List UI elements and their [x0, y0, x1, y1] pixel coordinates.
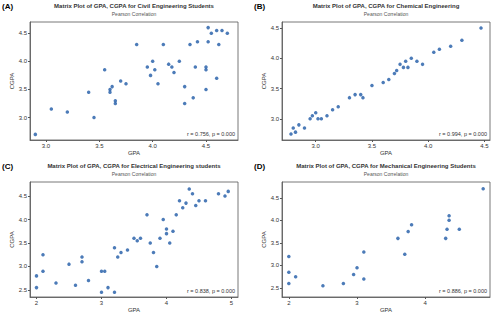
svg-text:CGPA: CGPA [261, 73, 267, 90]
svg-text:Pearson Correlation: Pearson Correlation [364, 171, 409, 177]
svg-text:4: 4 [165, 300, 169, 306]
svg-text:3.0: 3.0 [271, 262, 280, 268]
svg-text:Matrix Plot of GPA, CGPA for C: Matrix Plot of GPA, CGPA for Chemical En… [313, 3, 460, 9]
svg-text:CGPA: CGPA [9, 231, 15, 248]
svg-text:3.0: 3.0 [19, 115, 28, 121]
svg-text:4.5: 4.5 [271, 25, 280, 31]
svg-text:GPA: GPA [128, 150, 140, 156]
svg-text:4.0: 4.0 [424, 143, 433, 149]
svg-text:4: 4 [424, 300, 428, 306]
svg-text:3.5: 3.5 [19, 86, 28, 92]
svg-text:3.5: 3.5 [271, 240, 280, 246]
svg-text:GPA: GPA [380, 150, 392, 156]
svg-text:CGPA: CGPA [9, 73, 15, 90]
svg-text:4.0: 4.0 [19, 217, 28, 223]
svg-text:4.0: 4.0 [19, 58, 28, 64]
svg-text:(C): (C) [2, 162, 13, 171]
svg-text:3.0: 3.0 [312, 143, 321, 149]
svg-text:3.0: 3.0 [19, 263, 28, 269]
svg-text:3.5: 3.5 [271, 86, 280, 92]
svg-text:5: 5 [230, 300, 234, 306]
svg-text:4.0: 4.0 [148, 143, 157, 149]
svg-text:3.5: 3.5 [95, 143, 104, 149]
svg-text:r = 0.838, p = 0.000: r = 0.838, p = 0.000 [187, 288, 235, 294]
svg-text:4.5: 4.5 [271, 195, 280, 201]
svg-text:2: 2 [287, 300, 291, 306]
svg-text:4.5: 4.5 [19, 30, 28, 36]
svg-text:Pearson Correlation: Pearson Correlation [364, 11, 409, 17]
svg-text:2.5: 2.5 [19, 287, 28, 293]
svg-text:4.0: 4.0 [271, 55, 280, 61]
svg-text:4.5: 4.5 [19, 193, 28, 199]
svg-text:(B): (B) [254, 2, 265, 11]
svg-text:Matrix Plot of GPA, CGPA for C: Matrix Plot of GPA, CGPA for Civil Engin… [54, 3, 215, 9]
svg-text:Pearson Correlation: Pearson Correlation [112, 171, 157, 177]
svg-text:4.0: 4.0 [271, 217, 280, 223]
svg-text:CGPA: CGPA [261, 231, 267, 248]
svg-text:3: 3 [100, 300, 104, 306]
svg-text:GPA: GPA [380, 307, 392, 313]
svg-text:r = 0.994, p = 0.000: r = 0.994, p = 0.000 [439, 131, 487, 137]
svg-text:Matrix Plot of GPA, CGPA for E: Matrix Plot of GPA, CGPA for Electrical … [47, 163, 221, 169]
svg-text:Matrix Plot of GPA, CGPA for M: Matrix Plot of GPA, CGPA for Mechanical … [296, 163, 476, 169]
svg-text:3.0: 3.0 [42, 143, 51, 149]
svg-text:(A): (A) [2, 2, 13, 11]
svg-text:3.0: 3.0 [271, 116, 280, 122]
svg-text:4.5: 4.5 [202, 143, 211, 149]
svg-text:Pearson Correlation: Pearson Correlation [112, 11, 157, 17]
svg-text:4.5: 4.5 [480, 143, 489, 149]
svg-text:2.5: 2.5 [271, 285, 280, 291]
svg-text:r = 0.886, p = 0.000: r = 0.886, p = 0.000 [439, 288, 487, 294]
svg-text:2: 2 [35, 300, 39, 306]
svg-text:3.5: 3.5 [368, 143, 377, 149]
svg-text:GPA: GPA [128, 307, 140, 313]
svg-text:3: 3 [355, 300, 359, 306]
svg-text:(D): (D) [254, 162, 265, 171]
svg-text:3.5: 3.5 [19, 240, 28, 246]
svg-text:r = 0.756, p = 0.000: r = 0.756, p = 0.000 [187, 131, 235, 137]
